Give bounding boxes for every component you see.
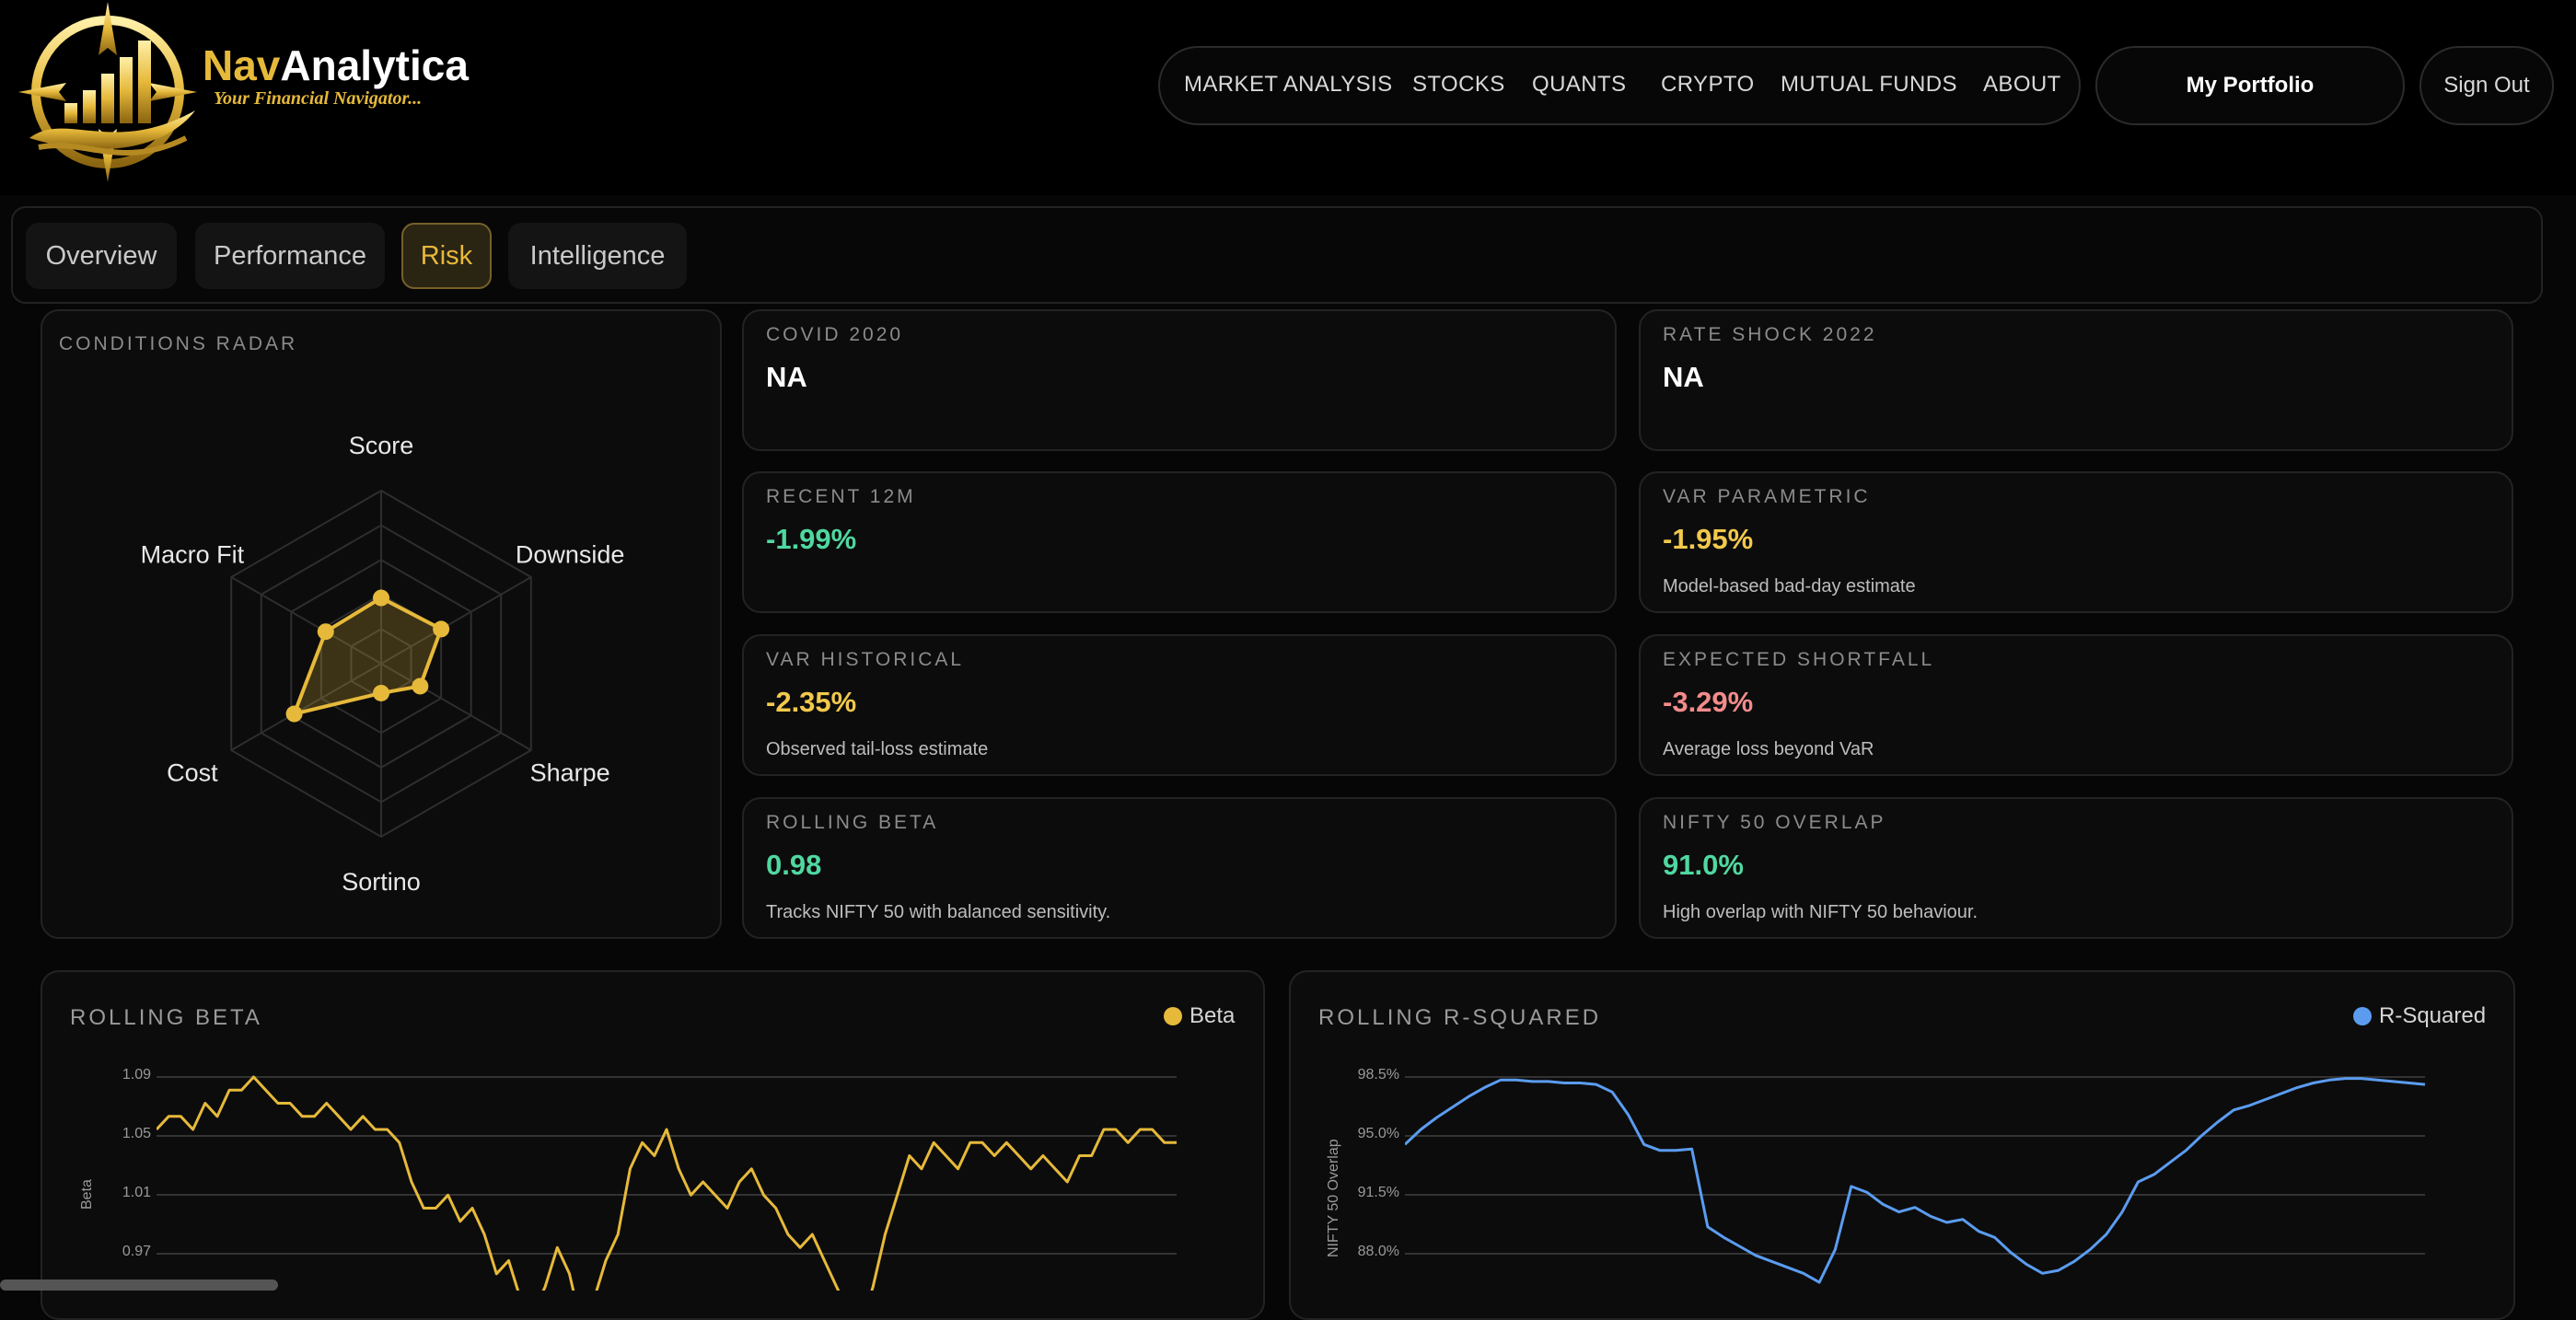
radar-value-point[interactable] [373, 684, 389, 701]
conditions-radar-chart: Score Downside Sharpe Sortino Cost Macro Fit [141, 432, 625, 896]
rsq-line-chart [1405, 1076, 2426, 1284]
tab-intelligence[interactable]: Intelligence [508, 223, 687, 289]
rsq-legend-dot [2353, 1007, 2372, 1025]
metric-description: High overlap with NIFTY 50 behaviour. [1663, 902, 1978, 922]
metric-card-recent-12m [742, 471, 1617, 613]
nav-link-about[interactable]: ABOUT [1983, 72, 2061, 97]
rsq-series-line [1405, 1077, 2426, 1284]
metric-value: 91.0% [1663, 849, 1744, 881]
tab-overview[interactable]: Overview [26, 223, 177, 289]
beta-line-chart [157, 1075, 1177, 1291]
beta-y-tick: 1.09 [122, 1067, 151, 1083]
rolling-beta-card [41, 970, 1265, 1320]
metric-label: EXPECTED SHORTFALL [1663, 649, 1935, 670]
metric-description: Model-based bad-day estimate [1663, 576, 1916, 596]
metric-card-var-historical [742, 634, 1617, 776]
metric-description: Tracks NIFTY 50 with balanced sensitivit… [766, 902, 1111, 922]
beta-legend-dot [1164, 1007, 1182, 1025]
radar-value-point[interactable] [412, 677, 429, 695]
radar-title: CONDITIONS RADAR [59, 333, 298, 354]
metric-value: -1.99% [766, 523, 857, 555]
horizontal-scrollbar[interactable] [0, 1279, 278, 1291]
metric-card-var-parametric [1639, 471, 2513, 613]
radar-value-point[interactable] [373, 589, 389, 607]
metric-card-rate-shock-2022 [1639, 309, 2513, 451]
radar-axis-line [380, 663, 532, 751]
radar-axis-line [230, 663, 382, 751]
nav-link-market-analysis[interactable]: MARKET ANALYSIS [1184, 72, 1393, 97]
beta-y-tick: 1.01 [122, 1185, 151, 1200]
metric-label: COVID 2020 [766, 324, 904, 345]
metric-card-nifty-50-overlap [1639, 797, 2513, 939]
metric-label: RECENT 12M [766, 486, 916, 507]
main-nav [1158, 46, 2081, 125]
beta-legend-label[interactable]: Beta [1189, 1003, 1236, 1028]
radar-axis-label: Cost [167, 758, 218, 786]
tab-risk[interactable]: Risk [401, 223, 492, 289]
metric-label: VAR PARAMETRIC [1663, 486, 1871, 507]
nav-link-crypto[interactable]: CRYPTO [1661, 72, 1755, 97]
nav-link-quants[interactable]: QUANTS [1532, 72, 1627, 97]
metric-card-covid-2020 [742, 309, 1617, 451]
beta-series-line [157, 1075, 1177, 1291]
beta-chart-title: ROLLING BETA [70, 1005, 262, 1030]
metric-card-rolling-beta [742, 797, 1617, 939]
rsq-y-tick: 95.0% [1357, 1126, 1399, 1141]
metric-label: NIFTY 50 OVERLAP [1663, 812, 1886, 833]
metric-label: ROLLING BETA [766, 812, 939, 833]
metric-label: VAR HISTORICAL [766, 649, 965, 670]
brand-name-part2: Analytica [280, 41, 469, 89]
brand-name-part1: Nav [203, 41, 281, 89]
metric-description: Average loss beyond VaR [1663, 739, 1874, 759]
analysis-tabs [11, 206, 2543, 304]
navanalytica-logo-icon[interactable] [11, 0, 204, 184]
radar-axis-label: Score [349, 432, 414, 459]
nav-link-mutual-funds[interactable]: MUTUAL FUNDS [1781, 72, 1957, 97]
tab-performance[interactable]: Performance [195, 223, 385, 289]
rsq-y-tick: 91.5% [1357, 1185, 1399, 1200]
beta-y-tick: 0.97 [122, 1244, 151, 1259]
radar-axis-label: Sortino [342, 868, 421, 896]
brand-tagline: Your Financial Navigator... [214, 88, 423, 109]
radar-axis-label: Macro Fit [141, 541, 245, 569]
metric-value: -1.95% [1663, 523, 1754, 555]
radar-value-point[interactable] [433, 620, 450, 638]
radar-axis-label: Downside [516, 541, 625, 569]
rsq-chart-title: ROLLING R-SQUARED [1318, 1005, 1602, 1030]
metric-card-expected-shortfall [1639, 634, 2513, 776]
brand-name[interactable]: NavAnalytica [203, 41, 469, 90]
rsq-y-tick: 98.5% [1357, 1067, 1399, 1083]
radar-value-point[interactable] [317, 623, 334, 641]
metric-value: NA [1663, 361, 1704, 393]
nav-link-stocks[interactable]: STOCKS [1412, 72, 1505, 97]
metric-value: -2.35% [766, 686, 857, 718]
radar-axis-line [380, 576, 532, 665]
radar-axis-label: Sharpe [530, 758, 610, 786]
metric-value: 0.98 [766, 849, 822, 881]
my-portfolio-button[interactable]: My Portfolio [2095, 46, 2405, 125]
metric-value: -3.29% [1663, 686, 1754, 718]
metric-description: Observed tail-loss estimate [766, 739, 989, 759]
rsq-legend-label[interactable]: R-Squared [2379, 1003, 2487, 1028]
rolling-r-squared-card [1289, 970, 2515, 1320]
sign-out-button[interactable]: Sign Out [2419, 46, 2554, 125]
metric-label: RATE SHOCK 2022 [1663, 324, 1877, 345]
beta-y-tick: 1.05 [122, 1126, 151, 1141]
metric-value: NA [766, 361, 807, 393]
radar-value-point[interactable] [285, 705, 303, 723]
rsq-y-tick: 88.0% [1357, 1244, 1399, 1259]
radar-axis-line [230, 576, 382, 665]
